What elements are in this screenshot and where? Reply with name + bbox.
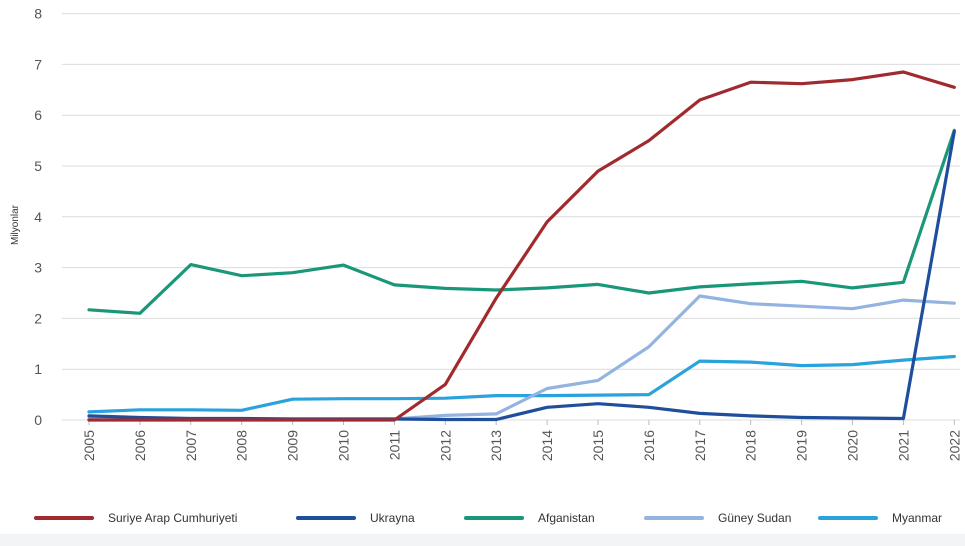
x-tick-2006: 2006 [132, 430, 148, 461]
y-tick-6: 6 [34, 107, 42, 123]
x-tick-2005: 2005 [81, 430, 97, 461]
x-tick-2009: 2009 [285, 430, 301, 461]
x-tick-2015: 2015 [590, 430, 606, 461]
legend-label-0: Suriye Arap Cumhuriyeti [108, 511, 237, 525]
x-tick-2010: 2010 [336, 430, 352, 461]
series-line-afganistan [87, 128, 956, 315]
x-tick-2019: 2019 [794, 430, 810, 461]
y-tick-3: 3 [34, 260, 42, 276]
legend-label-3: Güney Sudan [718, 511, 791, 525]
bottom-band [0, 534, 965, 546]
y-tick-2: 2 [34, 310, 42, 326]
x-tick-2013: 2013 [488, 430, 504, 461]
grid-lines [62, 13, 960, 421]
x-tick-2022: 2022 [946, 430, 962, 461]
y-tick-8: 8 [34, 6, 42, 22]
legend: Suriye Arap Cumhuriyeti Ukrayna Afganistan… [34, 511, 942, 525]
y-tick-0: 0 [34, 412, 42, 428]
legend-label-1: Ukrayna [370, 511, 415, 525]
y-tick-4: 4 [34, 209, 42, 225]
y-tick-1: 1 [34, 361, 42, 377]
x-tick-2021: 2021 [895, 430, 911, 461]
y-axis-ticks: 0 1 2 3 4 5 6 7 8 [34, 6, 42, 428]
series-line-ukrayna [87, 129, 956, 422]
y-tick-7: 7 [34, 56, 42, 72]
x-tick-2017: 2017 [692, 430, 708, 461]
series-lines [87, 70, 956, 422]
y-tick-5: 5 [34, 158, 42, 174]
x-tick-2020: 2020 [845, 430, 861, 461]
series-line-myanmar [87, 354, 956, 414]
x-tick-2018: 2018 [743, 430, 759, 461]
x-tick-2014: 2014 [539, 430, 555, 461]
x-tick-2011: 2011 [386, 430, 402, 460]
y-axis-label: Milyonlar [10, 204, 21, 245]
x-axis-ticks: 2005 2006 2007 2008 2009 2010 2011 2012 2013 2014… [81, 420, 962, 461]
x-tick-2016: 2016 [641, 430, 657, 461]
x-tick-2012: 2012 [437, 430, 453, 461]
series-line-güney-sudan [87, 294, 956, 421]
x-tick-2007: 2007 [183, 430, 199, 461]
x-tick-2008: 2008 [234, 430, 250, 461]
legend-label-4: Myanmar [892, 511, 942, 525]
series-line-suriye-arap-cumhuriyeti [87, 70, 956, 422]
legend-label-2: Afganistan [538, 511, 595, 525]
